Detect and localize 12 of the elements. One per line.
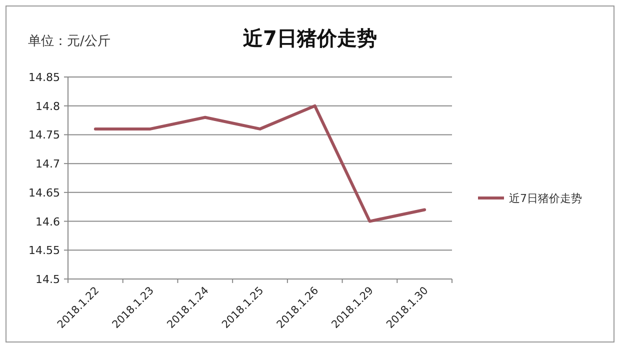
- y-tick-label: 14.55: [28, 244, 60, 258]
- y-tick-label: 14.5: [36, 273, 60, 286]
- line-series: [94, 104, 426, 223]
- legend-label: 近7日猪价走势: [509, 192, 582, 205]
- y-tick-label: 14.7: [36, 158, 60, 171]
- y-tick-label: 14.6: [36, 215, 60, 228]
- y-tick-label: 14.65: [28, 186, 60, 200]
- text: 单位：元/公斤: [28, 34, 110, 49]
- y-tick-label: 14.85: [28, 71, 60, 84]
- y-tick-label: 14.75: [28, 128, 60, 142]
- chart-title: 近7日猪价走势: [242, 26, 377, 50]
- y-tick-label: 14.8: [36, 100, 60, 113]
